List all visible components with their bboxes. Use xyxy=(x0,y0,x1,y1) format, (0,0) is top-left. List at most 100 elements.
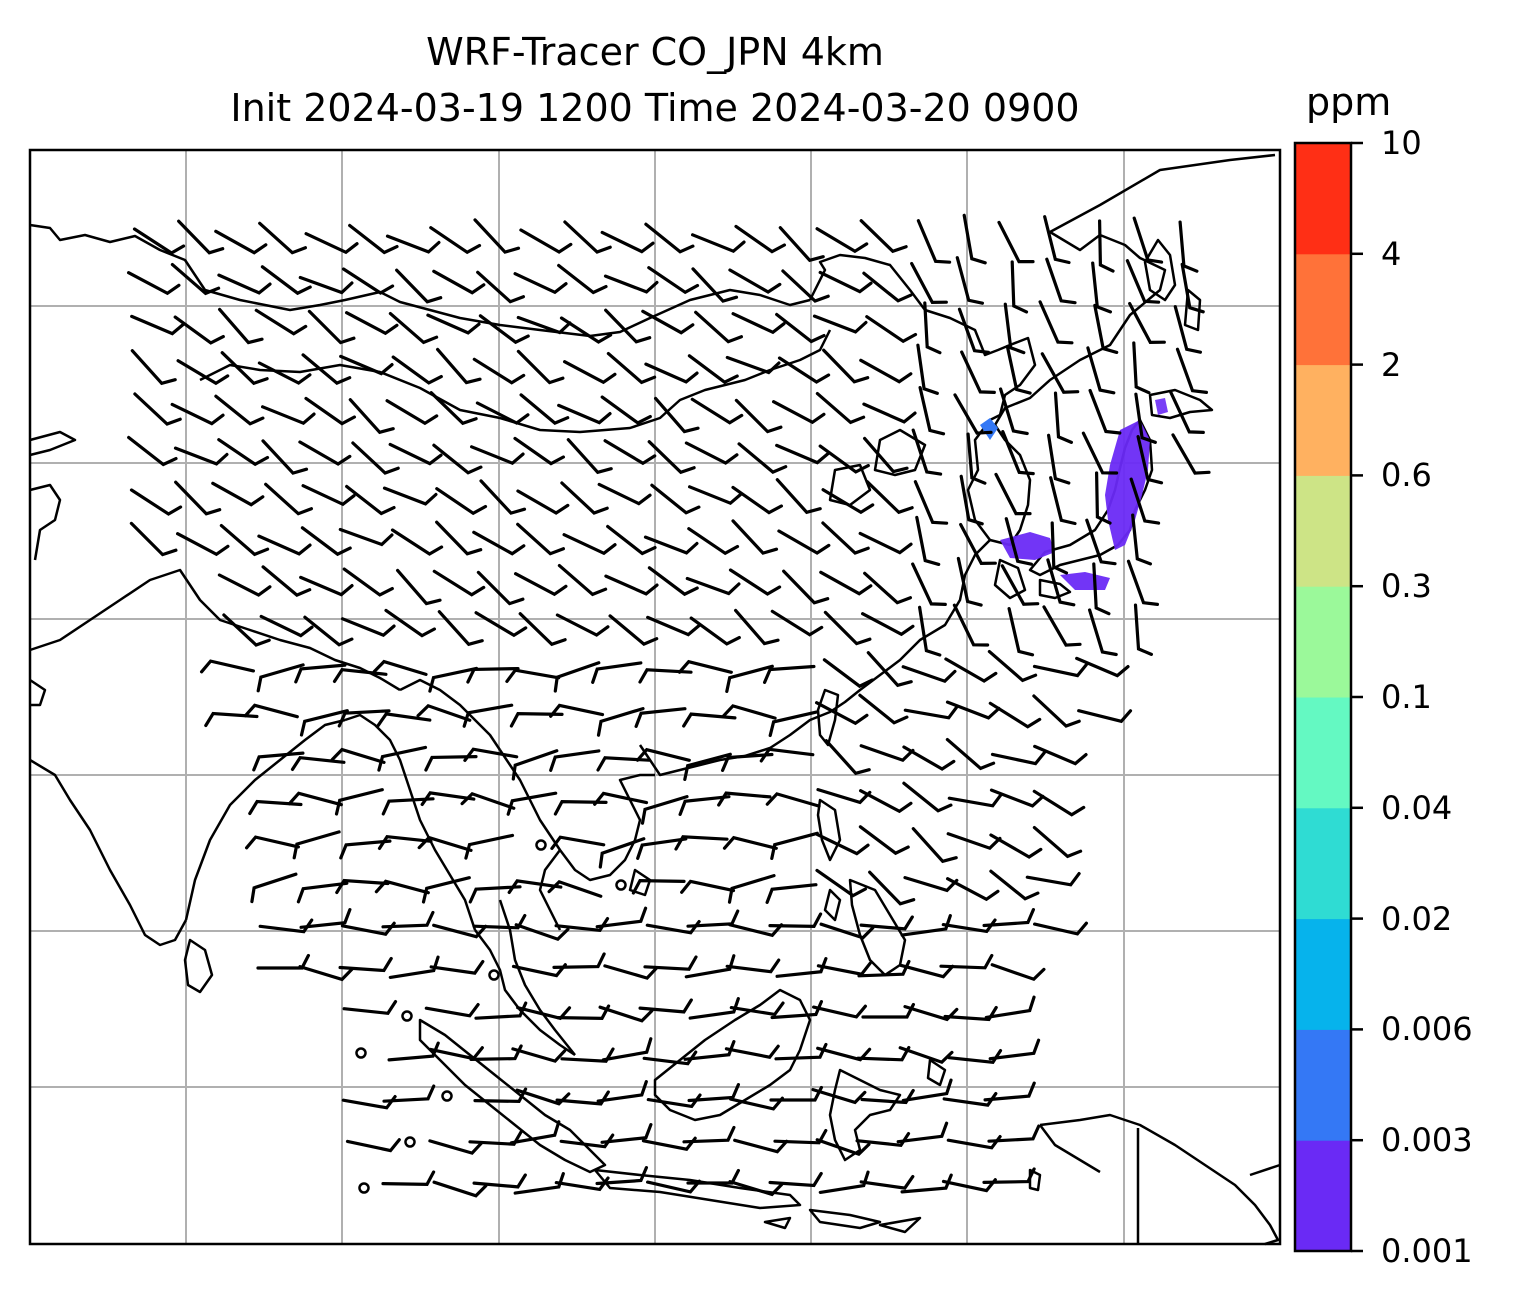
wind-barb xyxy=(638,668,693,684)
wind-barb xyxy=(479,479,527,515)
wind-barb xyxy=(351,441,400,475)
wind-barb xyxy=(606,524,657,556)
wind-barb xyxy=(863,571,912,605)
wind-barb xyxy=(598,837,646,869)
wind-barb xyxy=(506,791,558,816)
wind-barb xyxy=(643,535,699,555)
wind-barb xyxy=(1098,219,1115,273)
wind-barb xyxy=(519,393,570,425)
wind-barb xyxy=(372,659,428,676)
calm-wind-marker xyxy=(488,969,500,981)
wind-barb xyxy=(563,360,617,385)
wind-barb xyxy=(603,274,659,294)
wind-barb xyxy=(918,605,942,657)
wind-barb xyxy=(942,1092,998,1107)
wind-barb xyxy=(468,885,522,904)
gridlines xyxy=(30,150,1280,1244)
wind-barb xyxy=(339,839,392,860)
wind-barb xyxy=(1128,302,1166,345)
wind-barb xyxy=(724,1044,780,1059)
wind-barb xyxy=(428,666,479,693)
wind-barb xyxy=(474,1001,528,1020)
wind-barb xyxy=(553,799,608,816)
wind-barb xyxy=(603,439,657,466)
wind-barb xyxy=(337,709,391,728)
wind-barb xyxy=(683,752,732,781)
wind-barb xyxy=(260,265,312,296)
wind-barb xyxy=(729,1096,784,1111)
wind-barb xyxy=(513,1172,565,1195)
wind-barb xyxy=(733,1138,789,1154)
wind-barb xyxy=(429,226,482,255)
wind-barb xyxy=(900,914,952,937)
wind-barb xyxy=(815,227,869,254)
wind-barb xyxy=(859,1175,915,1190)
wind-barb xyxy=(1093,303,1119,354)
wind-barb xyxy=(381,1170,436,1187)
wind-barb xyxy=(815,868,867,898)
wind-barb xyxy=(685,576,741,596)
wind-barb xyxy=(987,650,1038,683)
wind-barb xyxy=(559,316,613,344)
wind-barb xyxy=(595,906,648,929)
wind-barb xyxy=(557,564,608,597)
colorbar-tick-label: 4 xyxy=(1381,234,1402,273)
wind-barb xyxy=(946,832,1002,851)
wind-barb xyxy=(866,651,913,688)
wind-barb xyxy=(688,485,743,506)
wind-barb xyxy=(982,908,1035,928)
wind-barb xyxy=(1032,694,1081,728)
wind-barb xyxy=(902,781,953,813)
wind-barb xyxy=(252,751,305,772)
wind-barb xyxy=(435,520,483,556)
wind-barb xyxy=(1132,341,1151,395)
wind-barb xyxy=(516,349,565,385)
wind-barb xyxy=(597,482,652,506)
wind-barb xyxy=(772,400,826,425)
colorbar-segment xyxy=(1295,1029,1351,1141)
wind-barb xyxy=(729,1001,785,1017)
wind-barb xyxy=(388,312,439,345)
wind-barb xyxy=(631,878,686,895)
wind-barb xyxy=(1032,663,1088,678)
wind-barb xyxy=(516,315,572,335)
wind-barb xyxy=(254,308,308,336)
wind-barb xyxy=(261,439,309,475)
wind-barb xyxy=(133,392,182,426)
wind-barb xyxy=(900,1173,953,1194)
wind-barb xyxy=(374,879,430,895)
wind-barb xyxy=(173,315,225,345)
wind-barb xyxy=(390,528,444,556)
wind-barb xyxy=(918,386,946,436)
wind-barb xyxy=(554,917,610,932)
wind-barb xyxy=(812,314,868,334)
wind-barb xyxy=(515,1088,571,1106)
wind-barb xyxy=(1033,744,1088,766)
wind-barb xyxy=(952,603,990,647)
wind-barb xyxy=(765,883,818,904)
wind-barb xyxy=(547,879,603,898)
wind-barb xyxy=(468,1130,523,1146)
wind-barb xyxy=(777,356,831,384)
wind-barb xyxy=(388,955,440,979)
wind-barb xyxy=(345,311,399,336)
wind-barb xyxy=(511,1047,567,1063)
wind-barb xyxy=(1046,558,1076,607)
wind-barb xyxy=(264,482,313,516)
wind-barb xyxy=(437,610,484,647)
wind-barb xyxy=(737,442,788,474)
wind-barb xyxy=(519,228,573,254)
calm-wind-marker xyxy=(615,879,627,891)
wind-barb xyxy=(1077,709,1133,724)
wind-barb xyxy=(555,1090,610,1106)
wind-barb xyxy=(647,440,696,475)
wind-barb xyxy=(818,444,870,474)
wind-barb xyxy=(424,755,478,772)
wind-barb xyxy=(396,568,442,606)
wind-barb xyxy=(984,995,1036,1019)
wind-barb xyxy=(811,1088,867,1105)
calm-wind-marker xyxy=(404,1136,416,1148)
wind-barb xyxy=(815,701,869,726)
wind-barb xyxy=(549,749,601,772)
wind-barb xyxy=(1180,262,1205,314)
